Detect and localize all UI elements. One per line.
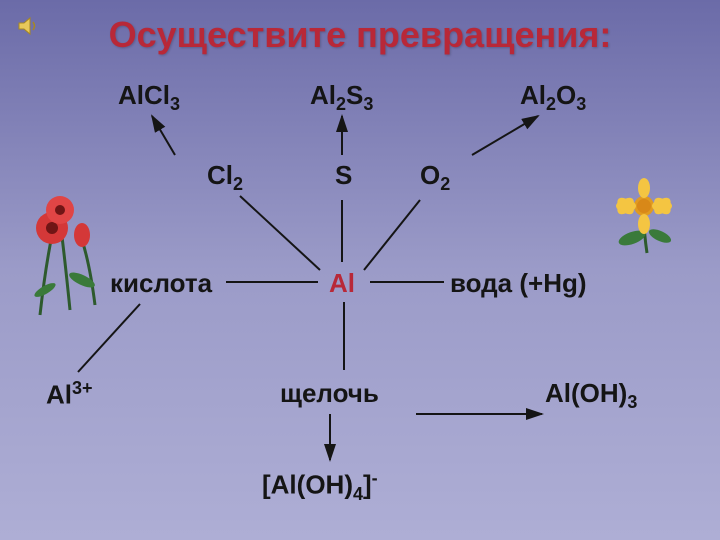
marigold-flower-icon: [602, 168, 692, 258]
node-acid: кислота: [110, 268, 212, 299]
node-s: S: [335, 160, 352, 191]
node-aloh4: [Al(OH)4]-: [262, 468, 378, 505]
node-al-center: Al: [329, 268, 355, 299]
node-al2o3: Al2O3: [520, 80, 586, 115]
node-alkali: щелочь: [280, 378, 379, 409]
node-o2: O2: [420, 160, 450, 195]
page-title: Осуществите превращения:: [0, 14, 720, 56]
node-al3plus: Al3+: [46, 378, 93, 411]
node-al2s3: Al2S3: [310, 80, 373, 115]
node-cl2: Cl2: [207, 160, 243, 195]
node-aloh3: Al(OH)3: [545, 378, 637, 413]
node-alcl3: AlCl3: [118, 80, 180, 115]
node-water: вода (+Hg): [450, 268, 587, 299]
